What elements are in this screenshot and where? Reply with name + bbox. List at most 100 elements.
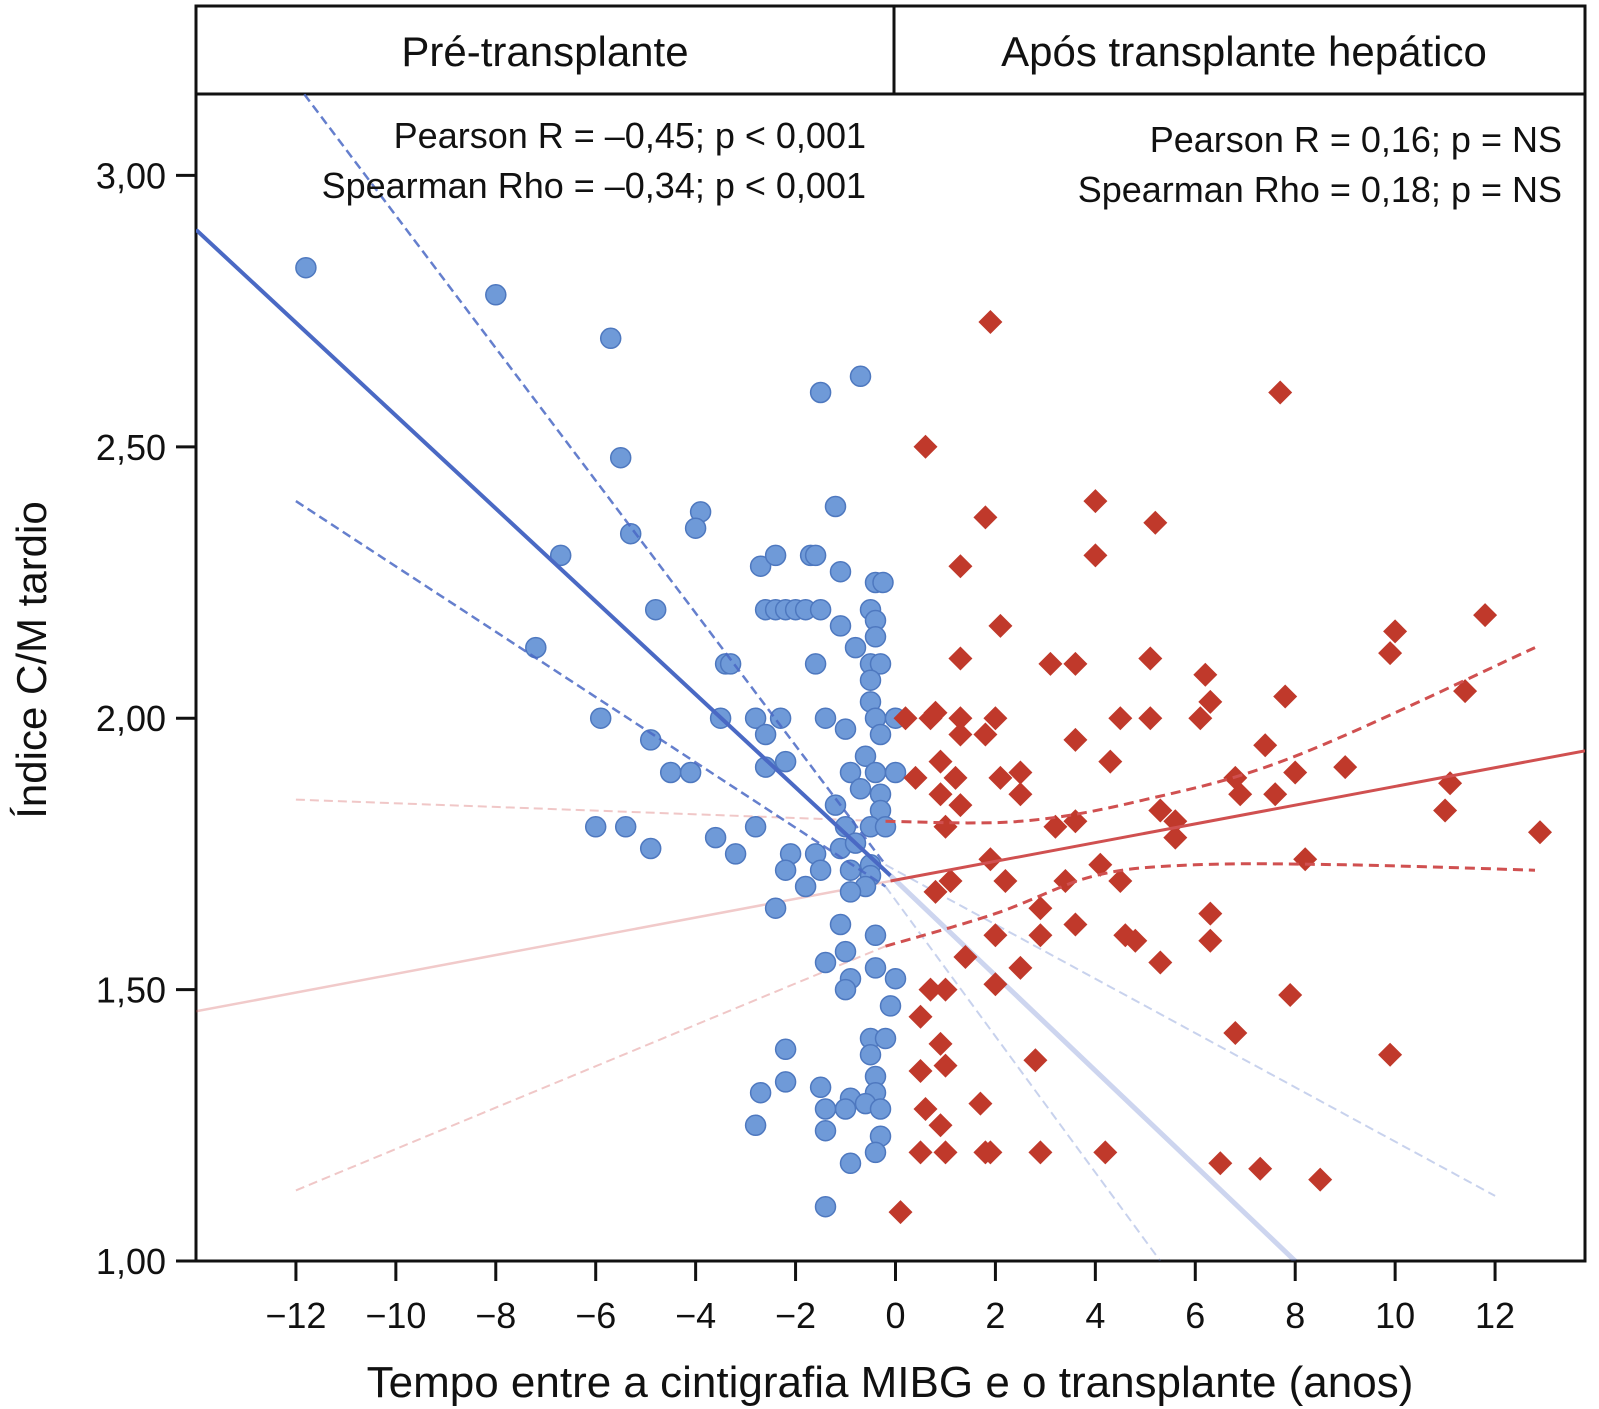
pre-transplant-point (869, 723, 892, 746)
post-transplant-point (1528, 820, 1552, 845)
post-transplant-point (913, 1097, 938, 1121)
pre-transplant-point (809, 859, 832, 881)
post-transplant-point (1228, 782, 1253, 807)
pre-transplant-point (884, 761, 907, 784)
post-transplant-point (1193, 662, 1218, 687)
pre-transplant-point (749, 1081, 772, 1104)
post-transplant-point (948, 646, 973, 671)
pre-transplant-point (804, 544, 827, 567)
pre-transplant-point (774, 1071, 797, 1093)
panel-header-box-right (892, 4, 1587, 96)
pre-transplant-point (749, 555, 772, 577)
post-transplant-point (983, 706, 1008, 731)
post-transplant-point (1098, 749, 1123, 774)
x-tick-label: 12 (1475, 1295, 1515, 1336)
post-transplant-point (943, 765, 968, 790)
post-transplant-point (928, 1113, 953, 1138)
pre-transplant-point (834, 978, 857, 1001)
post-transplant-point (1008, 760, 1033, 785)
post-transplant-point (1028, 923, 1053, 948)
pre-transplant-point (814, 1119, 837, 1142)
pre-fit-line-extended (888, 873, 1297, 1261)
panel-header-box-left (194, 4, 896, 96)
post-transplant-point (948, 554, 973, 579)
post-transplant-point (928, 749, 953, 774)
pre-transplant-point (744, 816, 767, 838)
pre-transplant-point (609, 446, 632, 469)
post-ci-upper-extended (295, 798, 886, 823)
post-transplant-point (948, 706, 973, 731)
post-transplant-point (928, 1031, 953, 1056)
pre-transplant-point (814, 1195, 837, 1218)
post-transplant-point (888, 1200, 913, 1225)
pre-transplant-point (814, 1098, 837, 1120)
pre-transplant-point (769, 707, 792, 729)
post-transplant-point (1208, 1151, 1233, 1176)
pre-transplant-point (814, 951, 837, 974)
pre-transplant-point (814, 707, 837, 729)
post-transplant-point (973, 722, 998, 747)
pre-transplant-point (644, 598, 667, 621)
post-transplant-point (1028, 1140, 1053, 1165)
post-transplant-point (1108, 706, 1133, 731)
post-transplant-point (1043, 814, 1068, 839)
pre-transplant-point (829, 560, 852, 583)
post-transplant-point (1088, 852, 1113, 877)
post-transplant-point (1223, 1021, 1248, 1045)
post-transplant-point (1453, 679, 1478, 704)
axes-layer: 1,00 1,50 2,00 2,50 3,00 −12 −10 −8 −6 −4 −2 0 2 4 6 8 1… (96, 155, 1515, 1336)
post-fit-line (890, 749, 1585, 883)
x-tick-label: −8 (475, 1295, 516, 1336)
post-transplant-point (1163, 825, 1188, 850)
post-transplant-point (928, 782, 953, 807)
panel-title-pre: Pré-transplante (401, 28, 688, 75)
post-pearson-annotation: Pearson R = 0,16; p = NS (1150, 119, 1562, 160)
y-tick-label: 2,00 (96, 698, 166, 739)
pre-transplant-point (679, 761, 702, 784)
pre-transplant-point (619, 522, 642, 545)
post-ci-lower (885, 862, 1536, 948)
post-transplant-point (1063, 651, 1088, 676)
post-transplant-point (1148, 950, 1173, 975)
x-tick-label: −4 (675, 1295, 716, 1336)
post-transplant-point (1263, 782, 1288, 807)
post-transplant-point (1333, 755, 1358, 780)
x-tick-label: −12 (265, 1295, 326, 1336)
post-transplant-point (918, 706, 943, 731)
pre-transplant-point (839, 761, 862, 784)
pre-transplant-point (859, 1043, 882, 1066)
points-layer (196, 94, 1585, 1225)
pre-transplant-point (854, 745, 877, 767)
post-transplant-point (1093, 1140, 1118, 1165)
pre-transplant-point (834, 1098, 857, 1120)
pre-transplant-point (839, 881, 862, 903)
post-transplant-point (983, 923, 1008, 948)
post-transplant-point (1148, 798, 1173, 823)
pre-transplant-point (794, 875, 817, 898)
post-transplant-point (1028, 896, 1053, 921)
pre-transplant-point (684, 517, 707, 539)
pre-transplant-point (744, 707, 767, 729)
panel-title-post: Após transplante hepático (1001, 28, 1487, 75)
pre-transplant-point (824, 794, 847, 816)
post-transplant-point (933, 977, 958, 1002)
pre-transplant-point (869, 1098, 892, 1120)
pre-transplant-point (829, 615, 852, 637)
x-tick-label: 0 (885, 1295, 905, 1336)
pre-spearman-annotation: Spearman Rho = –0,34; p < 0,001 (322, 165, 866, 206)
pre-pearson-annotation: Pearson R = –0,45; p < 0,001 (394, 115, 866, 156)
post-transplant-point (1143, 510, 1168, 535)
post-spearman-annotation: Spearman Rho = 0,18; p = NS (1078, 169, 1562, 210)
pre-transplant-point (859, 669, 882, 691)
post-transplant-point (1123, 928, 1148, 953)
post-ci-lower-extended (295, 945, 886, 1192)
post-transplant-point (1198, 689, 1223, 714)
post-transplant-point (983, 972, 1008, 997)
post-transplant-point (933, 814, 958, 839)
post-transplant-point (1278, 983, 1303, 1007)
x-tick-label: 2 (985, 1295, 1005, 1336)
post-transplant-point (1473, 603, 1498, 628)
post-transplant-point (923, 879, 948, 904)
pre-transplant-point (639, 837, 662, 860)
